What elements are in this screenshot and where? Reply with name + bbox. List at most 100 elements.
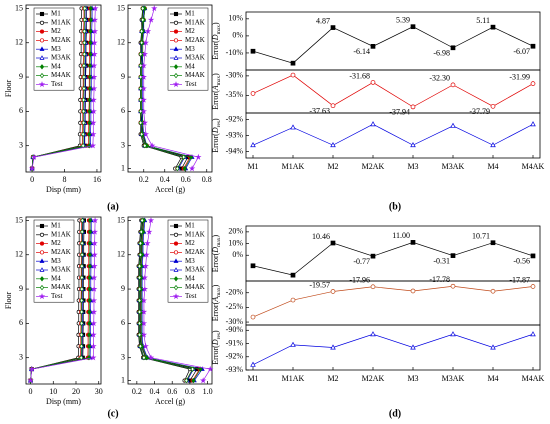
marker [81,120,86,126]
x-tick-label: M3 [407,162,418,171]
x-tick-label: M3AK [442,374,465,383]
marker [140,108,147,115]
marker [175,165,180,172]
marker [87,74,93,80]
marker [139,217,145,224]
marker [410,24,416,30]
x-tick-label: 30 [95,387,103,396]
marker [87,217,93,224]
marker [184,377,189,384]
y-axis-label: Error(Amax) [211,284,222,321]
y-tick-label: 15 [117,215,125,224]
marker [147,16,155,23]
x-tick-label: M2AK [362,162,385,171]
x-axis-label: Accel (g) [155,185,185,194]
marker [173,284,179,291]
y-tick-label: -94% [226,146,244,155]
marker [79,286,85,292]
value-label: 11.00 [392,231,410,240]
marker [39,55,45,60]
y-tick-label: -10% [226,48,244,57]
marker [138,343,143,349]
marker [173,11,179,17]
marker [88,40,93,46]
legend-label: Test [51,292,63,300]
y-axis-label-part: max [216,237,222,247]
legend-label: M4 [185,274,195,282]
marker [81,97,86,103]
marker [250,142,256,148]
marker [188,154,194,160]
x-tick-label: M2AK [362,374,385,383]
marker [87,332,92,338]
marker [490,142,496,148]
x-tick-label: 0 [29,387,33,396]
marker [87,343,92,349]
x-tick-label: 0.2 [132,387,142,396]
marker [90,342,97,349]
marker [79,274,85,281]
panel-label: (c) [107,408,118,419]
marker [81,74,87,80]
marker [137,297,142,304]
y-tick-label: -92% [226,114,244,123]
y-tick-label: -92% [226,352,244,361]
marker [81,85,87,92]
marker [370,44,376,49]
x-tick-label: M1AK [282,162,305,171]
marker [207,365,214,372]
x-tick-label: 0.4 [160,175,170,184]
marker [140,85,147,92]
marker [88,5,94,12]
y-axis-label-part: D [211,339,220,346]
panel-label: (d) [389,408,401,419]
y-axis-label-part: A [211,85,220,91]
series-line [252,74,534,108]
x-tick-label: 0.4 [150,387,160,396]
marker [39,258,45,263]
y-tick-label: 12 [117,38,125,47]
marker [370,80,376,85]
value-label: -31.68 [349,71,370,80]
marker [87,240,93,246]
marker [90,354,97,361]
marker [191,377,196,384]
marker [89,142,97,149]
x-tick-label: 0.6 [167,387,177,396]
value-label: -19.57 [309,280,330,289]
marker [39,267,45,272]
legend-label: M1AK [51,18,71,26]
marker [370,121,376,127]
legend-label: M4AK [51,71,71,79]
marker [90,73,98,80]
x-tick-label: 1.0 [203,387,213,396]
marker [173,232,179,237]
value-label: -0.31 [433,256,450,265]
marker [148,142,156,149]
panel-label: (a) [107,201,119,212]
marker [28,165,36,172]
marker [87,309,92,315]
marker [79,343,84,349]
x-tick-label: 0.8 [202,175,212,184]
marker [490,344,496,350]
y-axis-label-part: D [211,127,220,134]
legend-label: M1 [51,10,61,18]
value-label: 10.46 [312,232,330,241]
series-line [252,123,534,146]
marker [173,241,179,246]
value-label: -0.56 [513,257,530,266]
y-tick-label: 6 [121,106,125,115]
y-axis-label-part: res [216,121,222,127]
y-tick-label: 0% [232,250,243,259]
marker [410,288,416,294]
y-axis-label-part: ) [211,234,220,237]
marker [81,62,87,69]
marker [140,308,148,315]
y-tick-label: -25% [226,302,244,311]
x-tick-label: M2 [327,374,338,383]
y-tick-label: 15 [15,3,23,12]
marker [87,274,92,281]
marker [370,253,376,259]
